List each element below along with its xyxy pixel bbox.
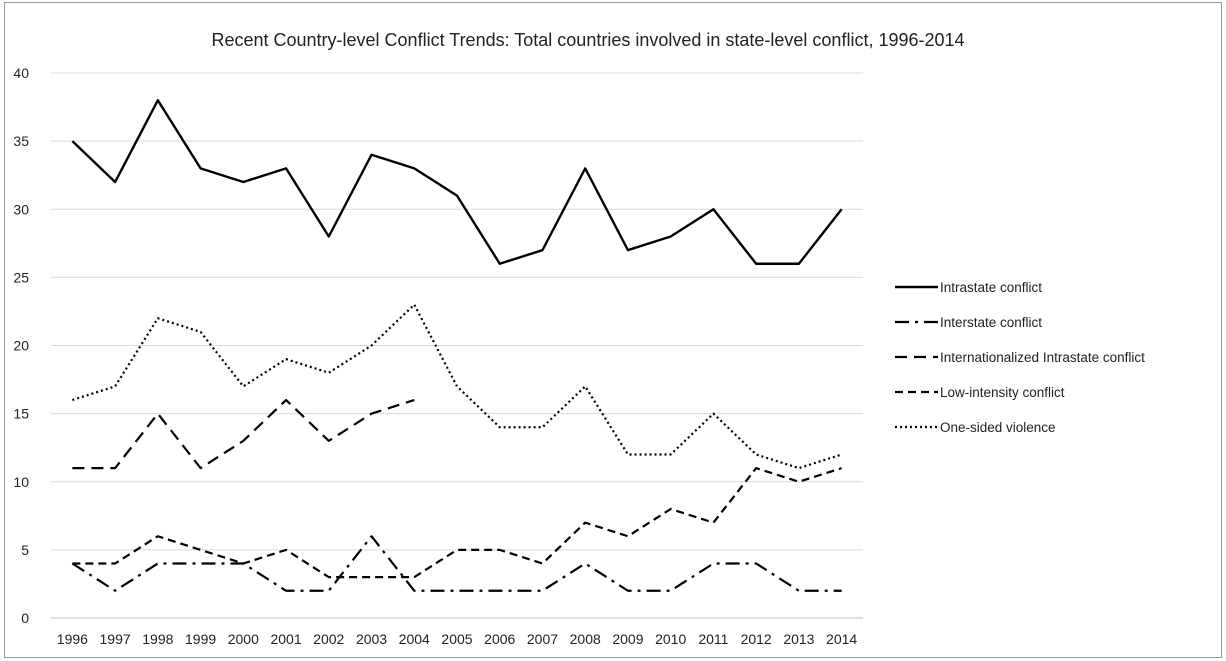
legend-label: Intrastate conflict (940, 280, 1042, 295)
x-tick-label: 2012 (741, 631, 772, 647)
x-tick-label: 2011 (698, 631, 728, 647)
x-tick-label: 2000 (228, 631, 259, 647)
series-line-low-intensity-conflict (72, 467, 842, 579)
x-tick-label: 2004 (399, 631, 430, 647)
y-tick-label: 25 (13, 269, 29, 285)
series-line-internationalized-intrastate-conflict (72, 398, 415, 470)
series-line-interstate-conflict (71, 535, 842, 592)
x-tick-label: 2007 (527, 631, 558, 647)
x-axis: 1996 1997 1998 1999 2000 2001 2002 2003 2004 2005… (57, 631, 858, 647)
chart-frame: 0 5 10 15 20 25 30 35 40 1996 1997 1998 1999 2000 200… (4, 2, 1222, 658)
y-tick-label: 15 (13, 406, 29, 422)
series-line-intrastate-conflict (71, 99, 843, 265)
y-tick-label: 0 (21, 610, 29, 626)
x-tick-label: 2008 (570, 631, 601, 647)
y-tick-label: 40 (13, 65, 29, 81)
legend-label: One-sided violence (940, 420, 1056, 435)
x-tick-label: 2005 (441, 631, 472, 647)
x-tick-label: 1999 (185, 631, 216, 647)
y-tick-label: 20 (13, 338, 29, 354)
series-lines (71, 99, 843, 592)
y-axis-ticks: 0 5 10 15 20 25 30 35 40 (13, 65, 29, 626)
x-tick-label: 2013 (783, 631, 814, 647)
x-tick-label: 2006 (484, 631, 515, 647)
legend-label: Low-intensity conflict (940, 385, 1065, 400)
x-tick-label: 1997 (100, 631, 131, 647)
gridlines (51, 72, 863, 619)
x-tick-label: 1998 (142, 631, 173, 647)
legend-label: Interstate conflict (940, 315, 1042, 330)
line-chart: 0 5 10 15 20 25 30 35 40 1996 1997 1998 1999 2000 200… (13, 30, 1145, 647)
x-tick-label: 2003 (356, 631, 387, 647)
series-line-one-sided-violence (72, 303, 842, 470)
legend-label: Internationalized Intrastate conflict (940, 350, 1145, 365)
x-tick-label: 2001 (270, 631, 301, 647)
y-tick-label: 5 (21, 542, 29, 558)
y-tick-label: 30 (13, 201, 29, 217)
y-tick-label: 35 (13, 133, 29, 149)
chart-title: Recent Country-level Conflict Trends: To… (211, 30, 964, 50)
x-tick-label: 2010 (655, 631, 686, 647)
x-tick-label: 1996 (57, 631, 88, 647)
x-tick-label: 2014 (826, 631, 857, 647)
legend: Intrastate conflict Interstate conflict In… (895, 280, 1145, 435)
x-tick-label: 2002 (313, 631, 344, 647)
x-tick-label: 2009 (612, 631, 643, 647)
y-tick-label: 10 (13, 474, 29, 490)
